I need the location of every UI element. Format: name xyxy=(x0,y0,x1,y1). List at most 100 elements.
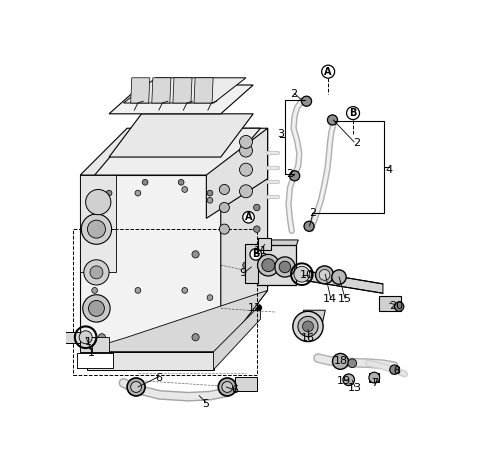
Circle shape xyxy=(83,295,110,322)
Text: 9: 9 xyxy=(239,268,246,278)
Circle shape xyxy=(293,311,323,342)
Circle shape xyxy=(240,185,252,198)
Polygon shape xyxy=(245,243,258,283)
Text: 17: 17 xyxy=(84,337,99,347)
Circle shape xyxy=(250,249,262,260)
Polygon shape xyxy=(221,128,268,351)
Circle shape xyxy=(395,302,404,311)
Text: 12: 12 xyxy=(248,303,262,314)
Polygon shape xyxy=(87,351,214,370)
Polygon shape xyxy=(379,296,401,311)
Circle shape xyxy=(301,96,312,106)
Circle shape xyxy=(88,300,104,316)
Text: 8: 8 xyxy=(393,366,400,376)
Text: 2: 2 xyxy=(309,208,316,218)
Polygon shape xyxy=(257,245,297,285)
Text: A: A xyxy=(324,66,332,77)
Text: 1: 1 xyxy=(88,348,95,358)
Circle shape xyxy=(90,266,103,279)
Circle shape xyxy=(240,144,252,157)
Circle shape xyxy=(390,365,399,374)
Polygon shape xyxy=(109,85,253,114)
Text: 6: 6 xyxy=(231,385,238,395)
Text: 4: 4 xyxy=(386,165,393,175)
Circle shape xyxy=(279,261,291,273)
Circle shape xyxy=(178,179,184,185)
Polygon shape xyxy=(80,175,116,229)
Circle shape xyxy=(131,381,142,392)
Circle shape xyxy=(240,135,252,148)
Circle shape xyxy=(222,381,233,392)
Text: 19: 19 xyxy=(337,376,351,386)
Circle shape xyxy=(243,262,249,269)
Polygon shape xyxy=(194,78,213,103)
Polygon shape xyxy=(80,290,268,351)
Text: 7: 7 xyxy=(371,378,378,388)
Circle shape xyxy=(207,197,213,203)
Circle shape xyxy=(348,359,357,367)
Circle shape xyxy=(219,203,229,212)
Polygon shape xyxy=(80,229,116,272)
Text: 16: 16 xyxy=(301,333,315,343)
Text: 15: 15 xyxy=(338,294,352,304)
Circle shape xyxy=(142,179,148,185)
Polygon shape xyxy=(109,114,253,157)
Circle shape xyxy=(85,190,111,215)
Polygon shape xyxy=(80,337,109,351)
Circle shape xyxy=(81,214,111,244)
Circle shape xyxy=(332,270,346,284)
Polygon shape xyxy=(80,175,221,351)
Circle shape xyxy=(262,259,275,271)
Circle shape xyxy=(275,257,295,277)
Circle shape xyxy=(298,316,318,336)
Text: 5: 5 xyxy=(202,399,209,409)
Circle shape xyxy=(84,260,109,285)
Polygon shape xyxy=(257,240,298,245)
Circle shape xyxy=(327,115,337,125)
Circle shape xyxy=(322,65,335,78)
Circle shape xyxy=(135,287,141,293)
Text: 6: 6 xyxy=(155,373,162,383)
Circle shape xyxy=(333,353,348,369)
Polygon shape xyxy=(300,310,325,327)
Text: 2: 2 xyxy=(286,169,293,179)
Circle shape xyxy=(207,190,213,196)
Text: 10: 10 xyxy=(300,270,314,280)
Polygon shape xyxy=(95,128,261,175)
Text: 2: 2 xyxy=(289,89,297,99)
Circle shape xyxy=(319,270,330,280)
Circle shape xyxy=(304,221,314,231)
Text: 13: 13 xyxy=(348,383,362,393)
Text: 20: 20 xyxy=(390,301,404,311)
Polygon shape xyxy=(206,128,268,218)
Text: 3: 3 xyxy=(277,129,285,139)
Text: 18: 18 xyxy=(334,357,348,366)
Circle shape xyxy=(289,171,300,181)
Circle shape xyxy=(182,287,188,293)
Text: B: B xyxy=(349,108,357,118)
Circle shape xyxy=(243,212,254,223)
Circle shape xyxy=(240,163,252,176)
Text: B: B xyxy=(252,249,259,259)
Polygon shape xyxy=(300,270,383,293)
Polygon shape xyxy=(62,332,80,343)
Circle shape xyxy=(98,251,106,258)
Circle shape xyxy=(92,205,97,211)
Circle shape xyxy=(294,266,310,282)
Polygon shape xyxy=(80,128,268,175)
Circle shape xyxy=(98,334,106,341)
Circle shape xyxy=(87,220,106,238)
Circle shape xyxy=(253,204,260,211)
Polygon shape xyxy=(123,78,246,103)
Circle shape xyxy=(135,190,141,196)
Text: 14: 14 xyxy=(323,294,336,304)
Circle shape xyxy=(343,374,354,386)
Circle shape xyxy=(192,251,199,258)
Circle shape xyxy=(369,372,380,383)
Circle shape xyxy=(257,305,262,310)
Polygon shape xyxy=(214,305,261,370)
Circle shape xyxy=(347,107,360,120)
Circle shape xyxy=(106,190,112,196)
Circle shape xyxy=(92,287,97,293)
Text: 11: 11 xyxy=(254,246,268,256)
